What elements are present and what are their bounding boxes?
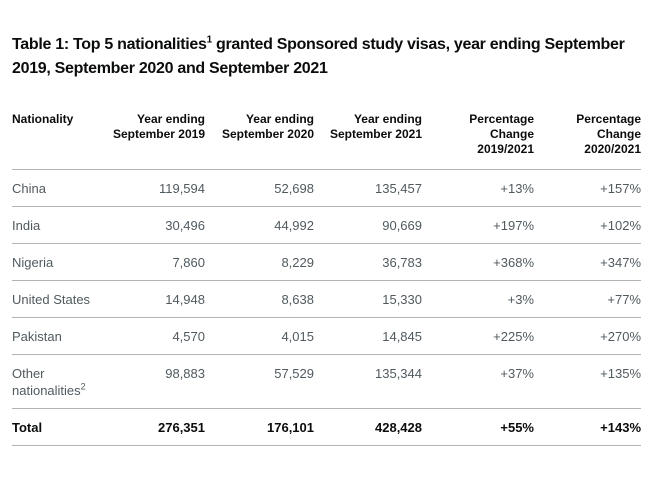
value-cell: +13% (422, 169, 534, 207)
table-row: Pakistan 4,570 4,015 14,845 +225% +270% (12, 317, 641, 355)
nationality-label: India (12, 218, 41, 233)
nationality-cell: United States (12, 280, 92, 318)
value-cell: +55% (422, 408, 534, 446)
column-header-5: Percentage Change 2020/2021 (534, 112, 641, 170)
nationality-cell: Other nationalities2 (12, 354, 92, 409)
value-cell: +77% (534, 280, 641, 318)
value-cell: 176,101 (205, 408, 314, 446)
value-cell: 52,698 (205, 169, 314, 207)
value-cell: +135% (534, 354, 641, 409)
nationality-label: China (12, 181, 46, 196)
value-cell: 14,845 (314, 317, 422, 355)
value-cell: 428,428 (314, 408, 422, 446)
value-cell: 15,330 (314, 280, 422, 318)
table-body: China 119,594 52,698 135,457 +13% +157% India 3… (12, 169, 641, 446)
value-cell: 44,992 (205, 206, 314, 244)
nationality-label: Pakistan (12, 329, 62, 344)
table-title-prefix: Table 1: Top 5 nationalities (12, 36, 207, 53)
value-cell: 135,457 (314, 169, 422, 207)
value-cell: 90,669 (314, 206, 422, 244)
value-cell: 8,638 (205, 280, 314, 318)
nationality-label: Total (12, 420, 43, 435)
value-cell: 119,594 (92, 169, 205, 207)
table-title: Table 1: Top 5 nationalities1 granted Sp… (12, 33, 653, 81)
table-header: Nationality Year ending September 2019 Yea… (12, 112, 641, 170)
column-header-0: Nationality (12, 112, 92, 170)
value-cell: +3% (422, 280, 534, 318)
value-cell: 36,783 (314, 243, 422, 281)
nationality-cell: India (12, 206, 92, 244)
nationality-label: Nigeria (12, 255, 54, 270)
table-row: India 30,496 44,992 90,669 +197% +102% (12, 206, 641, 244)
value-cell: 4,570 (92, 317, 205, 355)
column-header-4: Percentage Change 2019/2021 (422, 112, 534, 170)
visa-statistics-table: Nationality Year ending September 2019 Yea… (12, 112, 641, 446)
column-header-2: Year ending September 2020 (205, 112, 314, 170)
table-row: United States 14,948 8,638 15,330 +3% +77% (12, 280, 641, 318)
table-row: Total 276,351 176,101 428,428 +55% +143% (12, 408, 641, 446)
value-cell: +368% (422, 243, 534, 281)
table-title-suffix: granted Sponsored study visas, year endi… (12, 36, 625, 77)
value-cell: 57,529 (205, 354, 314, 409)
value-cell: +197% (422, 206, 534, 244)
value-cell: 7,860 (92, 243, 205, 281)
nationality-cell: Nigeria (12, 243, 92, 281)
value-cell: +347% (534, 243, 641, 281)
table-row: China 119,594 52,698 135,457 +13% +157% (12, 169, 641, 207)
table-row: Nigeria 7,860 8,229 36,783 +368% +347% (12, 243, 641, 281)
value-cell: +143% (534, 408, 641, 446)
row-footnote-marker: 2 (80, 381, 86, 392)
nationality-label: Other nationalities (12, 366, 81, 398)
document-page: Table 1: Top 5 nationalities1 granted Sp… (12, 33, 653, 446)
value-cell: +102% (534, 206, 641, 244)
value-cell: 30,496 (92, 206, 205, 244)
value-cell: 98,883 (92, 354, 205, 409)
value-cell: +37% (422, 354, 534, 409)
table-header-row: Nationality Year ending September 2019 Yea… (12, 112, 641, 170)
column-header-1: Year ending September 2019 (92, 112, 205, 170)
value-cell: +225% (422, 317, 534, 355)
value-cell: 276,351 (92, 408, 205, 446)
nationality-cell: Total (12, 408, 92, 446)
table-row: Other nationalities2 98,883 57,529 135,344 +… (12, 354, 641, 409)
value-cell: 4,015 (205, 317, 314, 355)
value-cell: 14,948 (92, 280, 205, 318)
nationality-cell: Pakistan (12, 317, 92, 355)
value-cell: 135,344 (314, 354, 422, 409)
column-header-3: Year ending September 2021 (314, 112, 422, 170)
nationality-cell: China (12, 169, 92, 207)
value-cell: +270% (534, 317, 641, 355)
title-footnote-marker: 1 (206, 34, 213, 46)
value-cell: 8,229 (205, 243, 314, 281)
nationality-label: United States (12, 292, 91, 307)
value-cell: +157% (534, 169, 641, 207)
